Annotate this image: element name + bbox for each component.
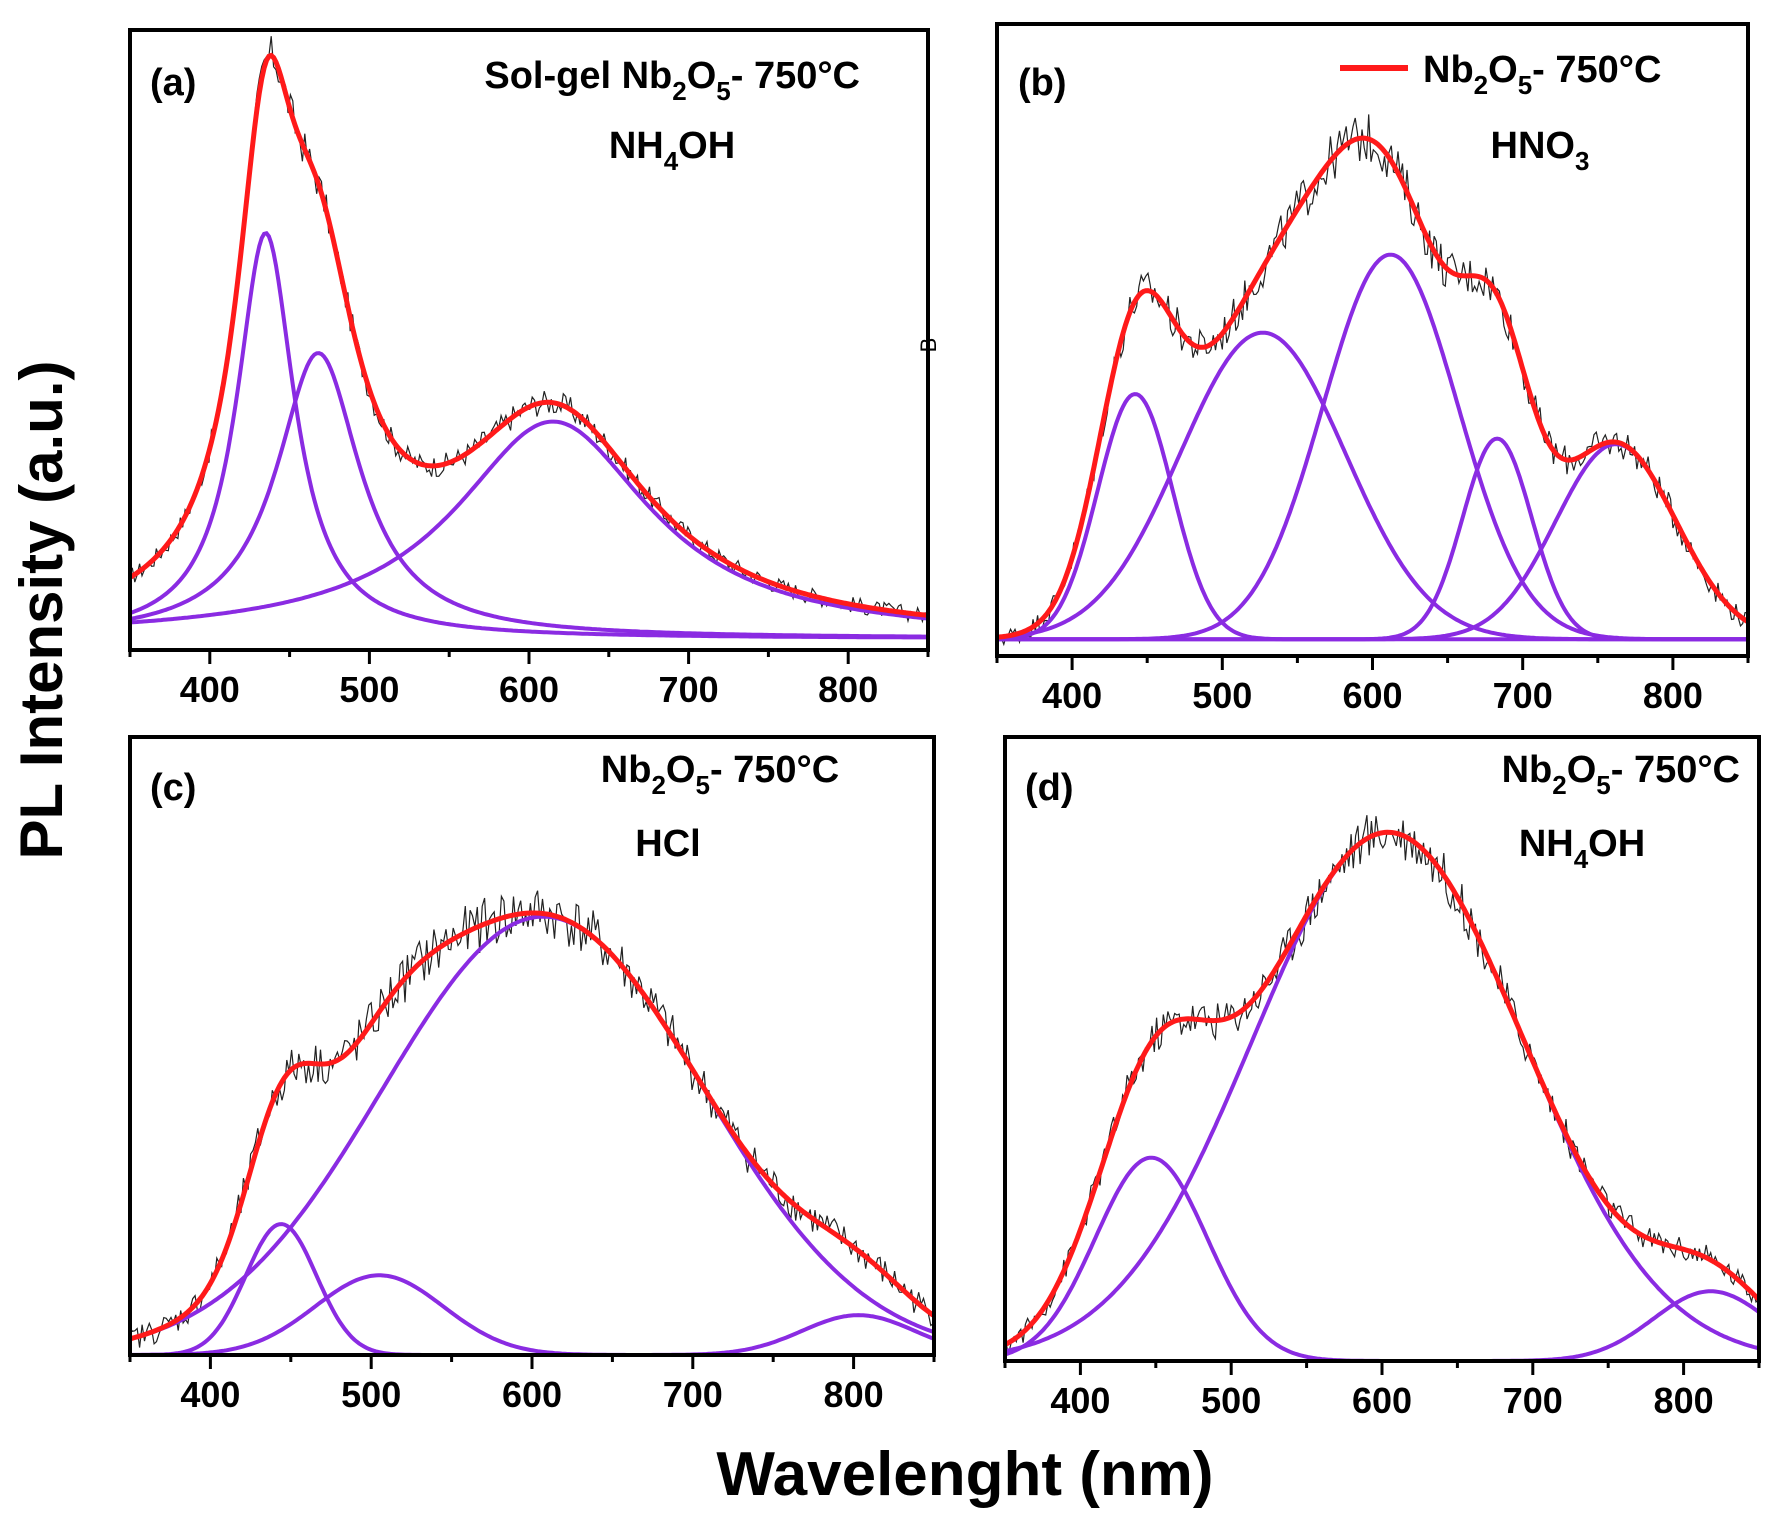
panel-c-label: (c) [150,767,196,809]
panel-b: 400 500 600 700 800 (b) Nb2O5- 750°C HNO3 [995,22,1750,716]
panel-c-tick-label-500: 500 [341,1374,401,1415]
panel-d-tick-label-600: 600 [1352,1380,1412,1421]
panel-a-label: (a) [150,62,196,104]
panel-b-tick-label-800: 800 [1643,675,1703,716]
panel-d-envelope-fit [1005,829,1759,1347]
panel-d-curves [1005,815,1759,1361]
panel-d-raw-spectrum [1005,815,1759,1351]
panel-c-tick-label-600: 600 [502,1374,562,1415]
panel-c-tick-label-400: 400 [180,1374,240,1415]
panel-d-component-1 [1005,1155,1759,1361]
panel-b-tick-label-500: 500 [1192,675,1252,716]
panel-a-tick-label-600: 600 [499,669,559,710]
panel-a-component-3 [130,419,928,625]
panel-a-tick-label-500: 500 [339,669,399,710]
panel-b-ticks: 400 500 600 700 800 [995,656,1750,716]
panel-a-tick-label-700: 700 [659,669,719,710]
panel-c-ticks: 400 500 600 700 800 [128,1355,936,1415]
panel-d-tick-label-500: 500 [1201,1380,1261,1421]
panel-c-curves [130,890,934,1355]
panel-d: 400 500 600 700 800 (d) Nb2O5- 750°C NH4OH [1003,735,1761,1421]
panel-c-annotation-line1: Nb2O5- 750°C [601,749,839,800]
panel-b-label: (b) [1018,62,1067,104]
panel-b-component-4 [997,436,1748,642]
panel-b-curves [997,114,1748,647]
panel-a-component-2 [130,351,928,639]
panel-a-annotation-line2: NH4OH [609,125,735,176]
panel-b-raw-spectrum [997,114,1748,647]
panel-d-tick-label-700: 700 [1503,1380,1563,1421]
panel-d-tick-label-800: 800 [1654,1380,1714,1421]
panel-b-component-1 [997,392,1748,642]
panel-d-component-3 [1005,1289,1759,1361]
panel-b-tick-label-700: 700 [1493,675,1553,716]
panel-b-frame [995,22,1750,658]
panel-a-curves [130,36,928,640]
panel-b-tick-label-400: 400 [1042,675,1102,716]
panel-a-ticks: 400 500 600 700 800 [128,650,930,710]
panel-c: 400 500 600 700 800 (c) Nb2O5- 750°C HCl [128,735,936,1415]
panel-b-component-5 [997,442,1748,642]
x-axis-title: Wavelenght (nm) [716,1440,1213,1509]
panel-d-ticks: 400 500 600 700 800 [1003,1361,1761,1421]
panel-d-tick-label-400: 400 [1050,1380,1110,1421]
panel-a-frame [128,28,930,652]
panel-c-tick-label-700: 700 [663,1374,723,1415]
panel-c-component-3 [130,914,934,1341]
panel-c-raw-spectrum [130,890,934,1348]
panel-b-tick-label-600: 600 [1342,675,1402,716]
panel-c-tick-label-800: 800 [824,1374,884,1415]
panel-d-component-2 [1005,830,1759,1354]
panel-c-annotation-line2: HCl [635,823,700,865]
panel-c-component-1 [130,1222,934,1355]
panel-c-envelope-fit [130,910,934,1342]
panel-d-label: (d) [1025,767,1074,809]
panel-a-annotation-line1: Sol-gel Nb2O5- 750°C [484,55,860,106]
panel-c-component-2 [130,1273,934,1355]
panel-d-annotation-line2: NH4OH [1519,823,1645,874]
y-axis-title: PL Intensity (a.u.) [8,361,75,860]
panel-a-tick-label-800: 800 [818,669,878,710]
panel-b-envelope-fit [997,135,1748,640]
panel-c-component-4 [130,1313,934,1355]
panel-b-annotation-line2: HNO3 [1491,125,1590,176]
panel-b-legend-label: Nb2O5- 750°C [1423,49,1661,100]
panel-a-tick-label-400: 400 [180,669,240,710]
panel-d-annotation-line1: Nb2O5- 750°C [1502,749,1740,800]
panel-a: 400 500 600 700 800 (a) Sol-gel Nb2O5- 750°C… [128,28,930,710]
panel-a-component-1 [130,231,928,640]
panel-a-envelope-fit [130,52,928,618]
